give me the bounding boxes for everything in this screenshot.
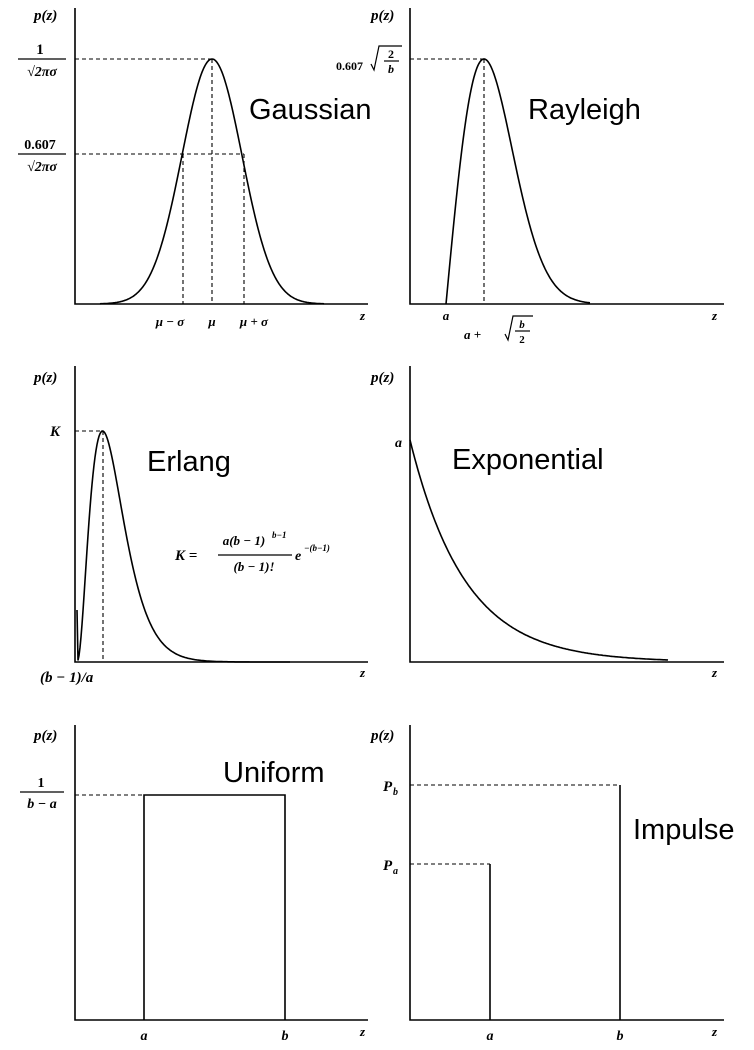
rayleigh-peak-coef: 0.607 [336, 59, 363, 73]
gaussian-peak-numerator: 1 [36, 42, 44, 58]
exponential-curve [409, 439, 669, 661]
uniform-tick-a: a [141, 1029, 148, 1044]
gaussian-ylabel: p(z) [32, 8, 57, 24]
rayleigh-tick-peak-num: b [519, 319, 525, 331]
gaussian-half-denominator: √2πσ [27, 160, 57, 175]
erlang-axes [74, 366, 368, 663]
rayleigh-peak-den: b [388, 62, 394, 76]
gaussian-tick-mu-plus-sigma: μ + σ [239, 314, 269, 329]
gaussian-panel: p(z) z 1 √2πσ 0.607 √2πσ μ − σ μ μ + σ G… [18, 8, 372, 329]
gaussian-half-numerator: 0.607 [24, 138, 56, 153]
erlang-formula-e-exp: −(b−1) [304, 543, 330, 553]
uniform-height-den: b − a [27, 797, 56, 812]
rayleigh-axes [409, 8, 724, 305]
erlang-peak-label: K [49, 424, 61, 440]
erlang-formula-den: (b − 1)! [233, 559, 274, 574]
impulse-tick-a: a [487, 1029, 494, 1044]
impulse-title: Impulse [633, 814, 735, 846]
erlang-formula-num-exp: b−1 [272, 530, 286, 540]
impulse-axes [409, 725, 724, 1021]
gaussian-peak-dash [75, 58, 213, 304]
rayleigh-ylabel: p(z) [369, 8, 394, 24]
uniform-xlabel: z [359, 1024, 366, 1039]
rayleigh-tick-sqrt-sign [504, 315, 533, 342]
gaussian-sigma-dash [75, 153, 245, 304]
impulse-ylabel: p(z) [369, 728, 394, 744]
uniform-rect [143, 794, 286, 1020]
uniform-ylabel: p(z) [32, 728, 57, 744]
erlang-xlabel: z [359, 665, 366, 680]
rayleigh-peak-dash [410, 58, 485, 304]
rayleigh-tick-peak-den: 2 [519, 334, 525, 346]
rayleigh-tick-a: a [443, 308, 450, 323]
gaussian-tick-mu: μ [207, 314, 215, 329]
exponential-title: Exponential [452, 444, 604, 476]
exponential-xlabel: z [711, 665, 718, 680]
uniform-title: Uniform [223, 757, 325, 789]
gaussian-xlabel: z [359, 308, 366, 323]
rayleigh-tick-peak-prefix: a + [464, 327, 481, 342]
rayleigh-peak-num: 2 [388, 47, 394, 61]
impulse-label-pb-sub: b [393, 787, 398, 798]
erlang-tick-peak: (b − 1)/a [40, 670, 94, 686]
gaussian-peak-denominator: √2πσ [27, 65, 57, 80]
exponential-panel: p(z) z a Exponential [369, 366, 724, 680]
erlang-formula-lhs: K = [174, 548, 197, 564]
erlang-formula-num: a(b − 1) [223, 533, 266, 548]
erlang-peak-dash [75, 430, 104, 662]
impulse-panel: p(z) z P b P a a b Impulse [369, 725, 735, 1044]
exponential-axes [409, 366, 724, 663]
gaussian-title: Gaussian [249, 94, 372, 126]
rayleigh-sqrt-sign [370, 45, 402, 72]
erlang-curve [76, 430, 290, 663]
gaussian-axes [74, 8, 368, 305]
impulse-label-pb: P [383, 779, 393, 795]
rayleigh-title: Rayleigh [528, 94, 641, 126]
erlang-title: Erlang [147, 446, 231, 478]
erlang-formula-e: e [295, 549, 301, 564]
uniform-height-num: 1 [38, 776, 45, 791]
uniform-panel: p(z) z 1 b − a a b Uniform [20, 725, 368, 1044]
uniform-axes [74, 725, 368, 1021]
rayleigh-panel: p(z) z 0.607 2 b a a + b 2 Rayleigh [336, 8, 724, 346]
erlang-panel: p(z) z K (b − 1)/a K = a(b − 1) b−1 (b −… [32, 366, 368, 686]
impulse-tick-b: b [617, 1029, 624, 1044]
rayleigh-xlabel: z [711, 308, 718, 323]
impulse-label-pa: P [383, 858, 393, 874]
impulse-xlabel: z [711, 1024, 718, 1039]
rayleigh-curve [445, 58, 591, 305]
impulse-label-pa-sub: a [393, 866, 398, 877]
uniform-tick-b: b [282, 1029, 289, 1044]
exponential-peak-label: a [395, 436, 402, 451]
gaussian-tick-mu-minus-sigma: μ − σ [155, 314, 186, 329]
exponential-ylabel: p(z) [369, 370, 394, 386]
erlang-ylabel: p(z) [32, 370, 57, 386]
